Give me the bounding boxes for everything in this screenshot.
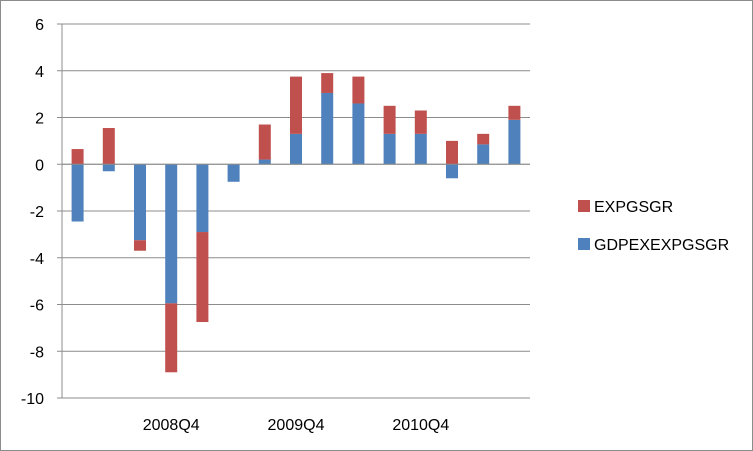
bar-expgsgr-2009q4: [290, 76, 302, 134]
bar-gdpexexpgsgr-2008q3: [134, 164, 146, 241]
bar-gdpexexpgsgr-2009q2: [227, 164, 240, 182]
bar-expgsgr-2011q2: [477, 133, 490, 145]
bar-gdpexexpgsgr-2008q4: [165, 164, 178, 304]
bar-expgsgr-2008q2: [102, 128, 115, 165]
bar-expgsgr-2011q3: [508, 105, 521, 120]
y-tick-label: 0: [35, 157, 44, 174]
bar-expgsgr-2011q1: [446, 140, 458, 165]
y-tick-label: -2: [30, 204, 44, 221]
bar-gdpexexpgsgr-2009q4: [290, 133, 302, 165]
bar-expgsgr-2008q1: [71, 149, 84, 165]
bar-gdpexexpgsgr-2011q2: [477, 144, 490, 165]
y-tick-label: -6: [30, 298, 44, 315]
x-axis-tick-labels: 2008Q4 2009Q4 2010Q4: [143, 417, 450, 434]
legend-swatch-gdpexexpgsgr: [578, 238, 590, 250]
bar-gdpexexpgsgr-2010q1: [321, 92, 334, 165]
bar-gdpexexpgsgr-2010q2: [352, 103, 365, 165]
x-tick-label: 2009Q4: [268, 417, 325, 434]
y-tick-label: 2: [35, 111, 44, 128]
bar-expgsgr-2010q4: [414, 110, 427, 134]
x-tick-label: 2010Q4: [392, 417, 449, 434]
bar-gdpexexpgsgr-2011q1: [446, 164, 458, 179]
legend: EXPGSGR GDPEXEXPGSGR: [578, 199, 729, 254]
bar-expgsgr-2010q3: [383, 105, 396, 134]
bar-gdpexexpgsgr-2009q1: [196, 164, 209, 233]
bar-expgsgr-2008q3: [134, 240, 146, 251]
legend-label-expgsgr: EXPGSGR: [594, 199, 673, 216]
bar-gdpexexpgsgr-2008q2: [102, 164, 115, 172]
x-tick-label: 2008Q4: [143, 417, 200, 434]
bar-gdpexexpgsgr-2011q3: [508, 119, 521, 165]
bar-expgsgr-2009q1: [196, 232, 209, 323]
y-tick-label: -10: [21, 391, 44, 408]
bar-gdpexexpgsgr-2010q3: [383, 133, 396, 165]
y-tick-label: 6: [35, 17, 44, 34]
y-axis-tick-labels: 6 4 2 0 -2 -4 -6 -8 -10: [21, 17, 44, 408]
bar-expgsgr-2009q3: [258, 124, 271, 160]
bar-expgsgr-2008q4: [165, 303, 178, 373]
bars: [71, 73, 521, 373]
bar-gdpexexpgsgr-2008q1: [71, 164, 84, 222]
legend-swatch-expgsgr: [578, 200, 590, 212]
axes: [61, 24, 530, 398]
y-tick-label: -4: [30, 251, 44, 268]
bar-gdpexexpgsgr-2010q4: [414, 133, 427, 165]
bar-expgsgr-2010q2: [352, 76, 365, 104]
bar-expgsgr-2010q1: [321, 73, 334, 93]
bar-gdpexexpgsgr-2009q3: [258, 159, 271, 165]
y-tick-label: -8: [30, 344, 44, 361]
legend-label-gdpexexpgsgr: GDPEXEXPGSGR: [594, 237, 729, 254]
y-tick-label: 4: [35, 64, 44, 81]
